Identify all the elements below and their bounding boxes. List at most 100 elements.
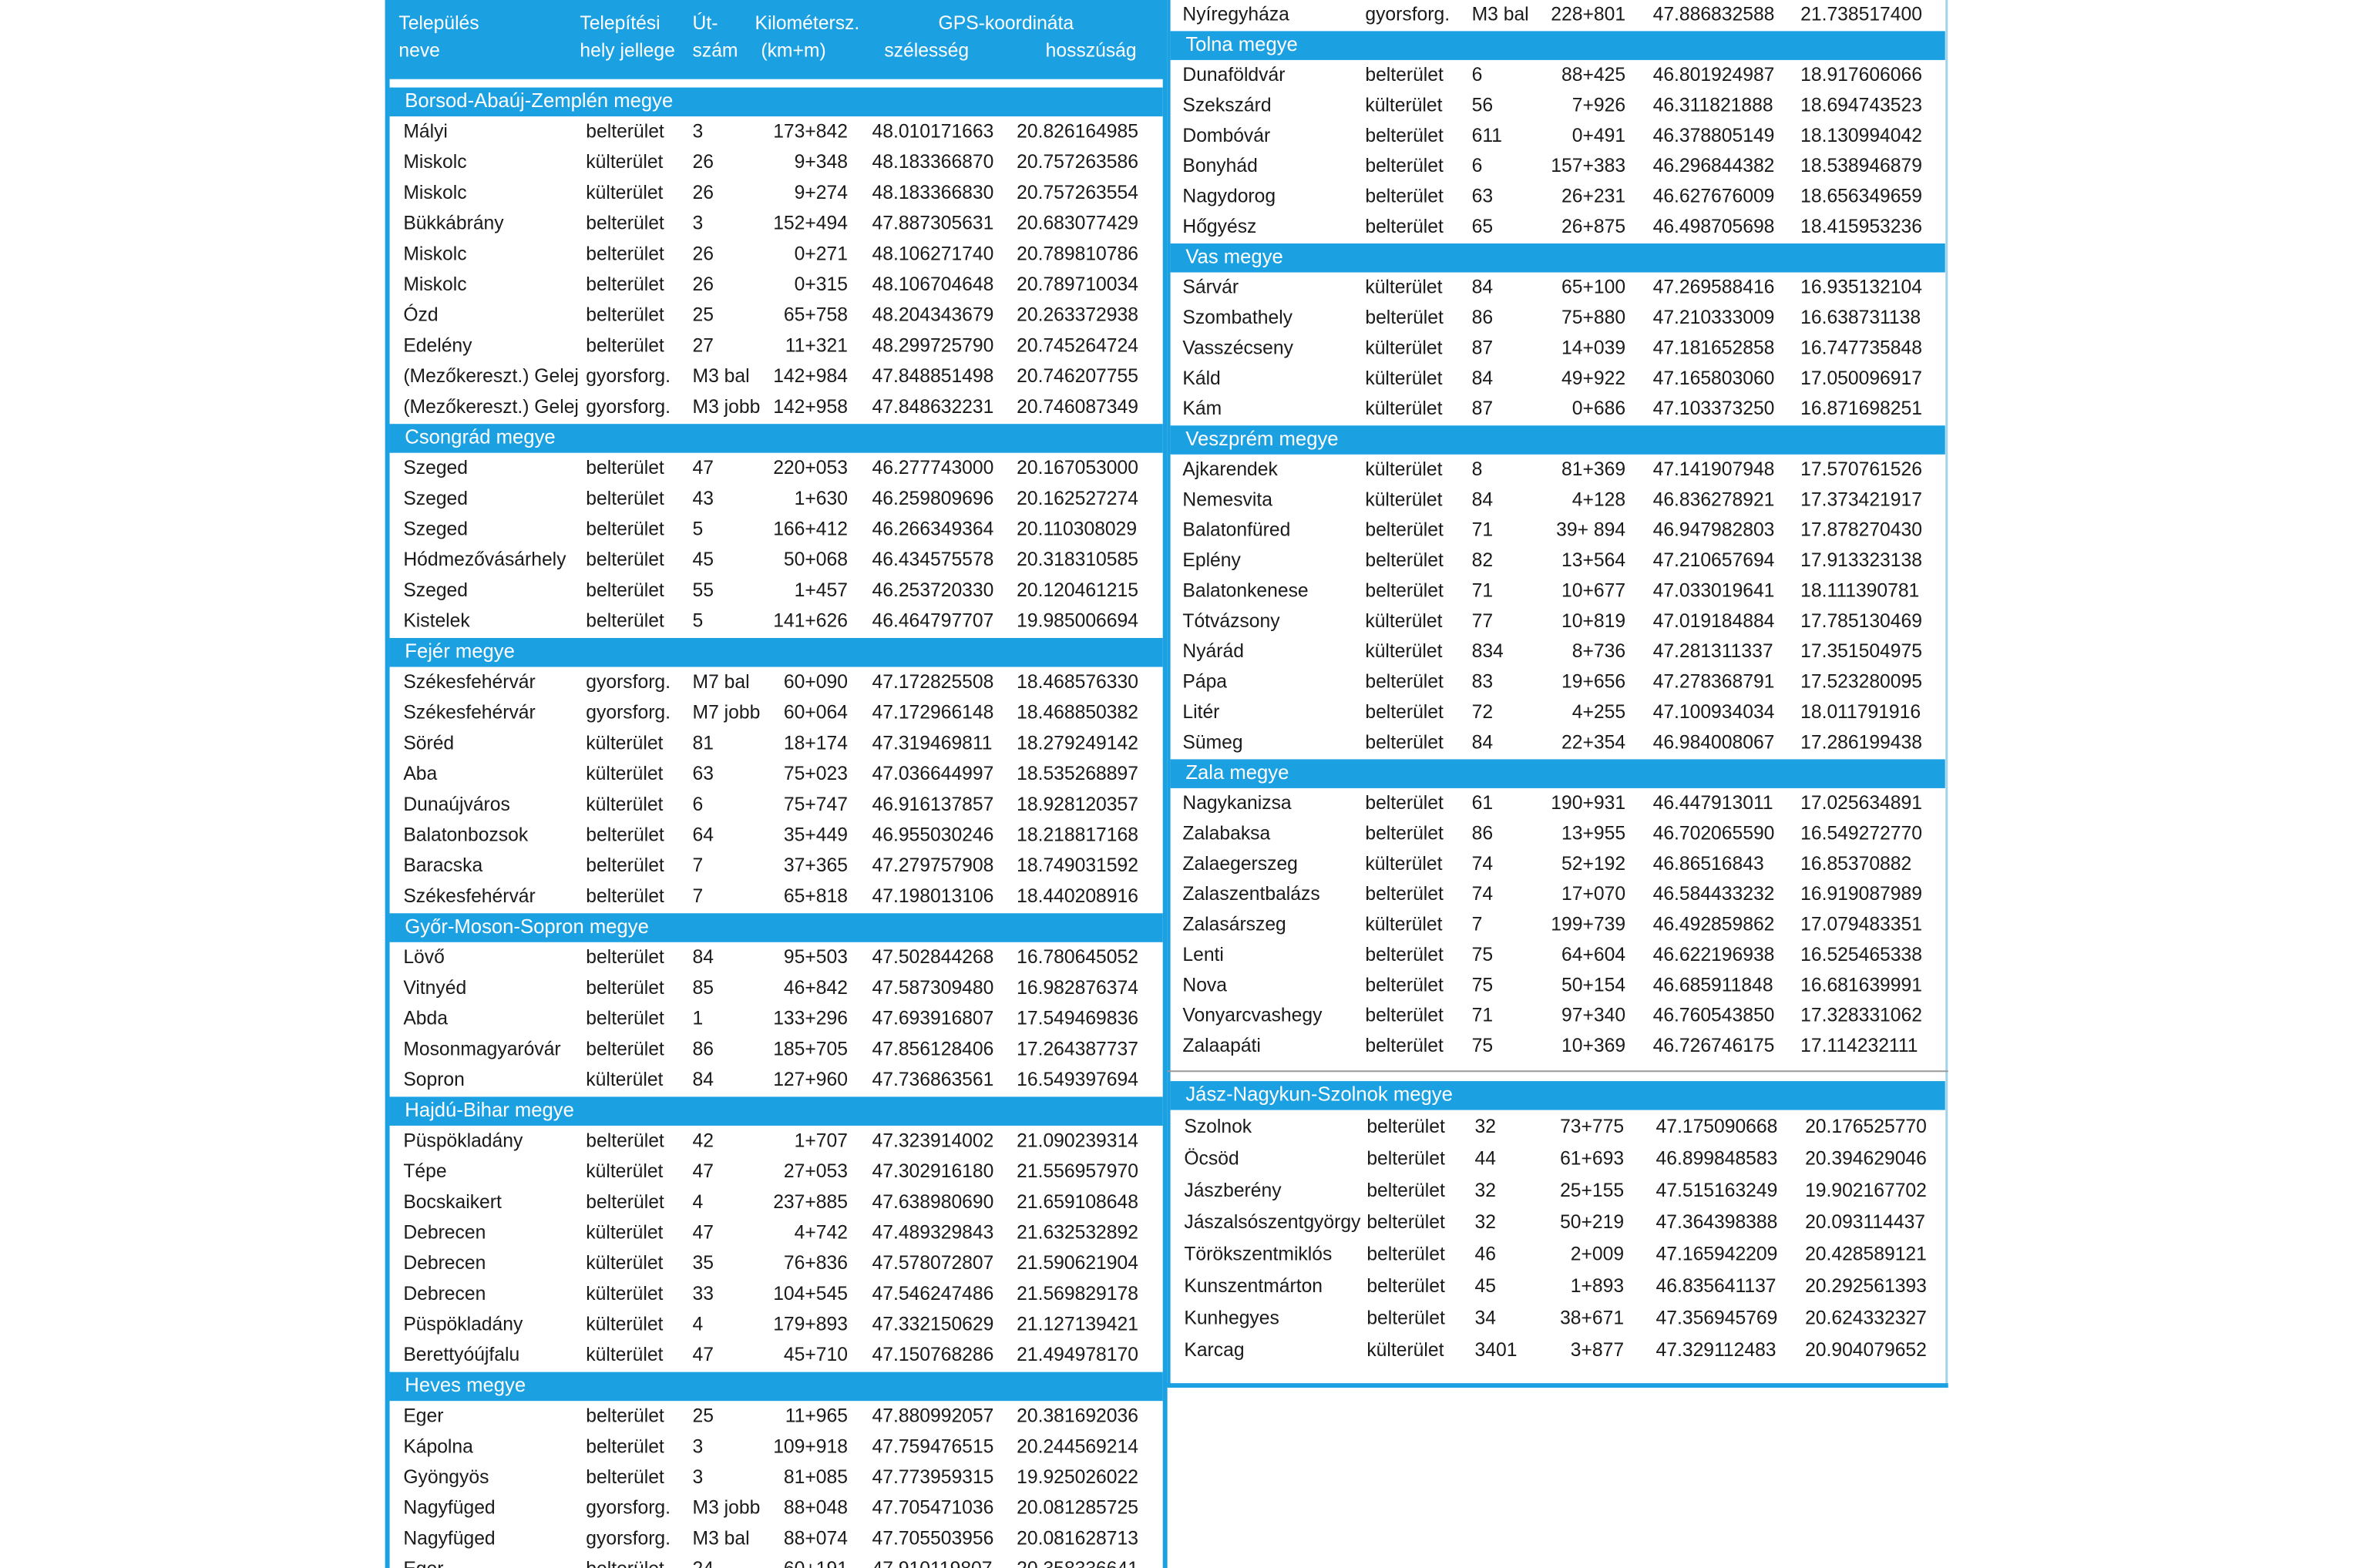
longitude: 20.081628713 [1017,1528,1138,1549]
road-number: 47 [693,458,714,478]
road-number: 75 [1472,945,1493,965]
road-number: 32 [1475,1212,1496,1233]
settlement: Balatonfüred [1182,520,1290,541]
latitude: 47.489329843 [872,1222,994,1243]
location-type: belterület [1366,1244,1445,1265]
longitude: 18.538946879 [1800,156,1922,176]
longitude: 20.757263554 [1017,183,1138,203]
location-type: belterület [586,305,664,326]
latitude: 47.172966148 [872,703,994,724]
settlement: Hőgyész [1182,217,1256,237]
settlement: Vitnyéd [403,978,466,999]
column-header: hosszúság [1046,41,1137,62]
kilometer: 166+412 [773,519,848,540]
road-number: 84 [1472,368,1493,389]
road-number: 84 [693,947,714,968]
location-type: belterület [1366,1276,1445,1297]
road-number: M3 jobb [693,397,761,418]
location-type: belterület [1365,550,1444,571]
section-title: Heves megye [405,1375,526,1396]
road-number: 86 [693,1039,714,1059]
longitude: 17.286199438 [1800,732,1922,753]
settlement: Lenti [1182,945,1224,965]
settlement: Edelény [403,335,472,356]
settlement: Dombóvár [1182,126,1270,146]
settlement: Zalaegerszeg [1182,854,1298,875]
settlement: Ózd [403,305,438,326]
kilometer: 45+710 [784,1345,848,1365]
latitude: 46.378805149 [1653,126,1775,146]
column-header: Út- [693,13,718,34]
settlement: Vonyarcvashegy [1182,1006,1323,1026]
longitude: 16.871698251 [1800,398,1922,419]
settlement: Szolnok [1184,1116,1252,1137]
location-type: belterület [1365,580,1444,601]
latitude: 47.269588416 [1653,277,1775,298]
longitude: 20.394629046 [1805,1148,1927,1169]
road-number: 64 [693,824,714,845]
road-number: 25 [693,305,714,326]
longitude: 16.638731138 [1800,307,1921,328]
location-type: külterület [586,1069,663,1090]
kilometer: 173+842 [773,122,848,143]
latitude: 47.502844268 [872,947,994,968]
settlement: Nagydorog [1182,186,1276,207]
settlement: Abda [403,1009,448,1029]
location-type: belterület [586,611,664,632]
road-number: 86 [1472,823,1493,844]
settlement: Székesfehérvár [403,886,535,907]
road-number: 34 [1475,1308,1496,1329]
settlement: Karcag [1184,1340,1244,1361]
settlement: Szekszárd [1182,95,1271,116]
longitude: 18.440208916 [1017,886,1138,907]
location-type: külterület [586,1345,663,1365]
kilometer: 142+984 [773,366,848,387]
location-type: külterület [586,1161,663,1182]
latitude: 47.693916807 [872,1009,994,1029]
settlement: Lövő [403,947,445,968]
location-type: belterület [586,824,664,845]
settlement: Szeged [403,519,468,540]
road-number: 26 [693,274,714,295]
section-title: Veszprém megye [1185,428,1338,450]
kilometer: 26+875 [1561,217,1625,237]
kilometer: 60+064 [784,703,848,724]
location-type: külterület [586,794,663,815]
kilometer: 75+023 [784,764,848,784]
section-title: Fejér megye [405,641,515,663]
longitude: 20.358336641 [1017,1559,1138,1568]
settlement: Káld [1182,368,1220,389]
longitude: 18.218817168 [1017,824,1138,845]
road-number: 7 [693,855,704,876]
road-number: 71 [1472,1006,1493,1026]
kilometer: 141+626 [773,611,848,632]
location-type: belterület [586,243,664,264]
longitude: 20.176525770 [1805,1116,1927,1137]
kilometer: 1+457 [795,580,848,601]
longitude: 19.902167702 [1805,1180,1927,1201]
longitude: 17.351504975 [1800,641,1922,662]
location-type: belterület [1366,1308,1445,1329]
section-title: Zala megye [1185,762,1289,784]
kilometer: 104+545 [773,1284,848,1304]
latitude: 47.546247486 [872,1284,994,1304]
settlement: Hódmezővásárhely [403,549,566,570]
longitude: 18.130994042 [1800,126,1922,146]
longitude: 16.935132104 [1800,277,1922,298]
location-type: belterület [1365,307,1444,328]
location-type: belterület [1365,945,1444,965]
settlement: Zalaszentbalázs [1182,884,1319,905]
settlement: Jászberény [1184,1180,1282,1201]
location-type: belterület [586,1436,664,1457]
latitude: 47.886832588 [1653,4,1775,25]
location-type: belterület [1365,1006,1444,1026]
road-number: 55 [693,580,714,601]
kilometer: 127+960 [773,1069,848,1090]
latitude: 47.210333009 [1653,307,1775,328]
kilometer: 2+009 [1571,1244,1624,1265]
latitude: 46.296844382 [1653,156,1775,176]
latitude: 46.760543850 [1653,1006,1775,1026]
latitude: 47.141907948 [1653,459,1775,480]
location-type: belterület [586,1467,664,1488]
road-number: 25 [693,1406,714,1427]
